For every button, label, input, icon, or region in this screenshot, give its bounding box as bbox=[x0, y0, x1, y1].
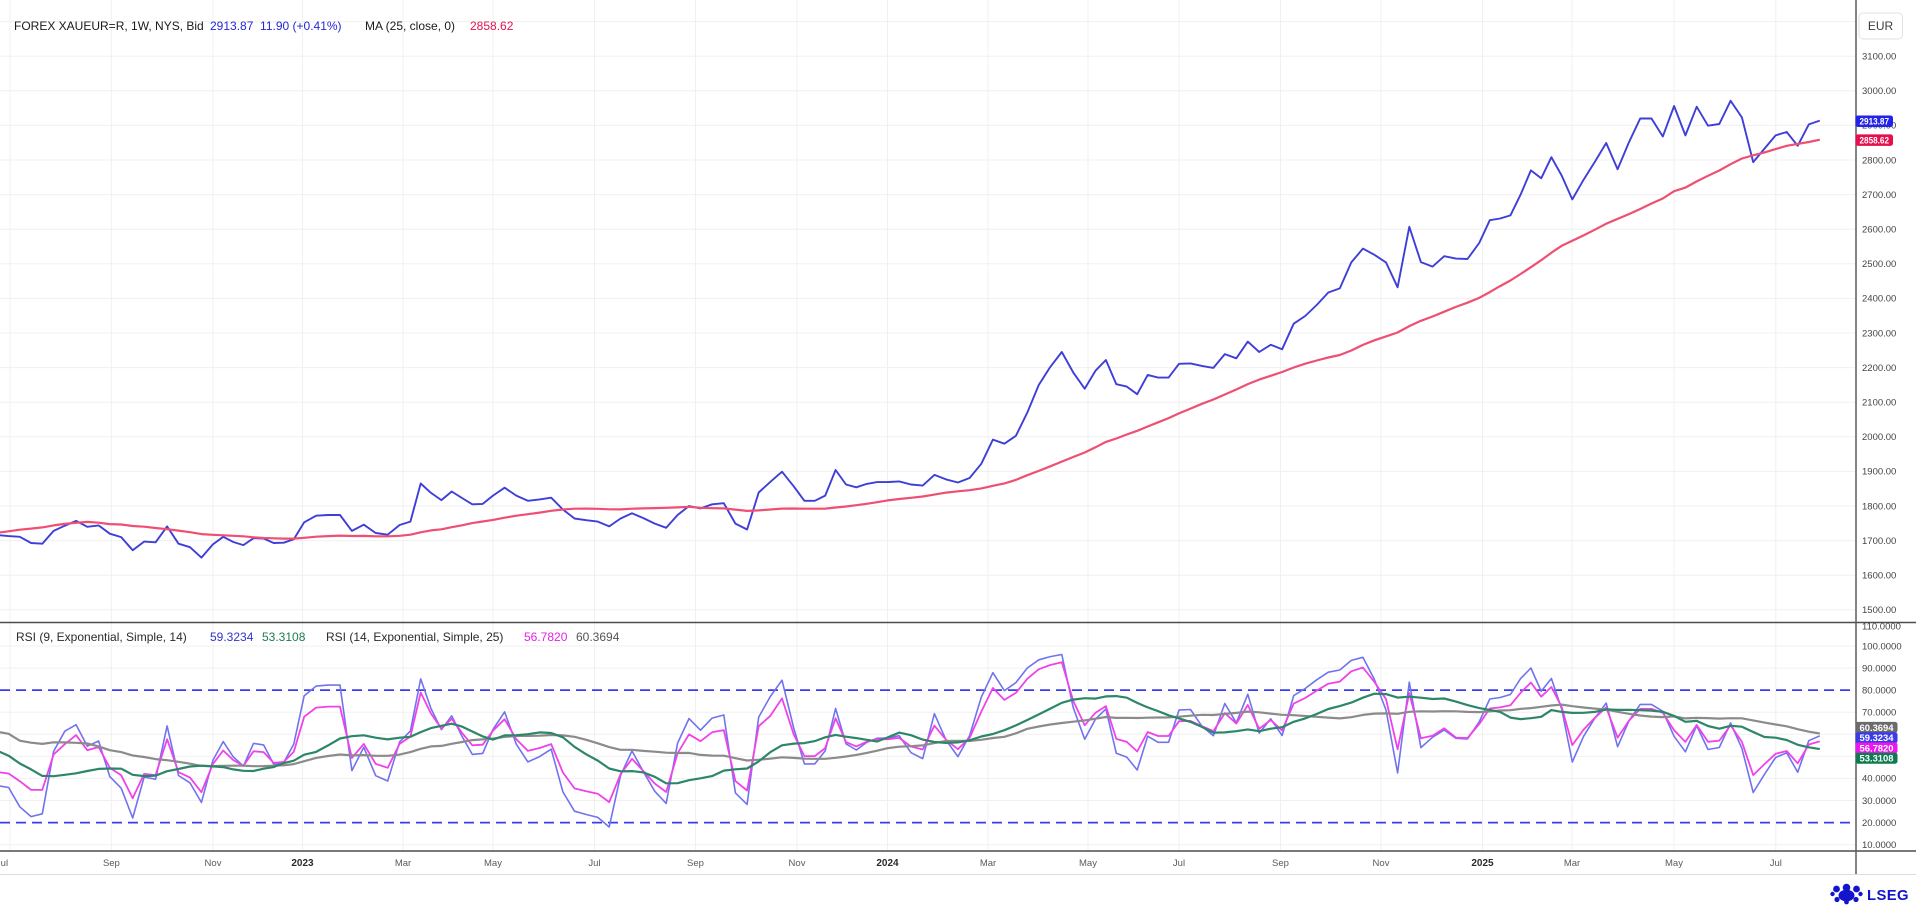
svg-text:110.0000: 110.0000 bbox=[1862, 621, 1901, 632]
svg-text:Jul: Jul bbox=[1770, 858, 1782, 869]
svg-text:1600.00: 1600.00 bbox=[1862, 571, 1896, 582]
svg-text:53.3108: 53.3108 bbox=[262, 630, 306, 644]
svg-text:Mar: Mar bbox=[1564, 858, 1580, 869]
svg-text:1800.00: 1800.00 bbox=[1862, 501, 1896, 512]
svg-text:Nov: Nov bbox=[789, 858, 806, 869]
svg-text:2000.00: 2000.00 bbox=[1862, 432, 1896, 443]
svg-text:2858.62: 2858.62 bbox=[470, 19, 514, 33]
svg-text:100.0000: 100.0000 bbox=[1862, 641, 1902, 652]
svg-text:2100.00: 2100.00 bbox=[1862, 398, 1896, 409]
svg-text:2913.87: 2913.87 bbox=[1860, 117, 1890, 127]
svg-text:53.3108: 53.3108 bbox=[1860, 754, 1894, 764]
svg-text:Jul: Jul bbox=[1173, 858, 1185, 869]
svg-text:2600.00: 2600.00 bbox=[1862, 225, 1896, 236]
svg-text:3100.00: 3100.00 bbox=[1862, 52, 1896, 63]
svg-text:May: May bbox=[1665, 858, 1683, 869]
svg-text:20.0000: 20.0000 bbox=[1862, 818, 1896, 829]
svg-text:EUR: EUR bbox=[1868, 19, 1894, 33]
svg-text:2913.87 11.90 (+0.41%): 2913.87 11.90 (+0.41%) bbox=[210, 19, 342, 33]
svg-text:2300.00: 2300.00 bbox=[1862, 328, 1896, 339]
svg-text:Nov: Nov bbox=[1373, 858, 1390, 869]
svg-text:Nov: Nov bbox=[205, 858, 222, 869]
svg-text:RSI (9, Exponential, Simple, 1: RSI (9, Exponential, Simple, 14) bbox=[16, 630, 187, 644]
svg-text:FOREX XAUEUR=R, 1W, NYS, Bid: FOREX XAUEUR=R, 1W, NYS, Bid bbox=[14, 19, 204, 33]
svg-text:2858.62: 2858.62 bbox=[1860, 136, 1890, 146]
svg-text:2400.00: 2400.00 bbox=[1862, 294, 1896, 305]
svg-text:Mar: Mar bbox=[395, 858, 411, 869]
svg-text:MA (25, close, 0): MA (25, close, 0) bbox=[365, 19, 455, 33]
svg-text:2800.00: 2800.00 bbox=[1862, 155, 1896, 166]
svg-text:Sep: Sep bbox=[1272, 858, 1289, 869]
svg-text:Jul: Jul bbox=[588, 858, 600, 869]
svg-text:May: May bbox=[1079, 858, 1097, 869]
svg-text:Sep: Sep bbox=[103, 858, 120, 869]
svg-text:1700.00: 1700.00 bbox=[1862, 536, 1896, 547]
svg-text:LSEG: LSEG bbox=[1867, 888, 1909, 904]
svg-text:56.7820: 56.7820 bbox=[524, 630, 568, 644]
svg-text:59.3234: 59.3234 bbox=[210, 630, 254, 644]
svg-text:Jul: Jul bbox=[0, 858, 8, 869]
svg-text:60.3694: 60.3694 bbox=[1860, 723, 1894, 733]
svg-text:10.0000: 10.0000 bbox=[1862, 840, 1896, 851]
svg-text:Mar: Mar bbox=[980, 858, 996, 869]
svg-text:90.0000: 90.0000 bbox=[1862, 663, 1896, 674]
svg-text:2024: 2024 bbox=[876, 858, 899, 869]
svg-text:1500.00: 1500.00 bbox=[1862, 605, 1896, 616]
svg-text:70.0000: 70.0000 bbox=[1862, 708, 1896, 719]
svg-text:40.0000: 40.0000 bbox=[1862, 774, 1896, 785]
svg-text:60.3694: 60.3694 bbox=[576, 630, 620, 644]
svg-text:56.7820: 56.7820 bbox=[1860, 743, 1894, 753]
svg-text:Sep: Sep bbox=[687, 858, 704, 869]
svg-text:2700.00: 2700.00 bbox=[1862, 190, 1896, 201]
svg-text:30.0000: 30.0000 bbox=[1862, 796, 1896, 807]
svg-text:2200.00: 2200.00 bbox=[1862, 363, 1896, 374]
svg-text:May: May bbox=[484, 858, 502, 869]
svg-text:1900.00: 1900.00 bbox=[1862, 467, 1896, 478]
svg-text:59.3234: 59.3234 bbox=[1860, 733, 1894, 743]
svg-text:3000.00: 3000.00 bbox=[1862, 86, 1896, 97]
svg-text:2025: 2025 bbox=[1471, 858, 1494, 869]
svg-text:2500.00: 2500.00 bbox=[1862, 259, 1896, 270]
svg-text:2023: 2023 bbox=[291, 858, 314, 869]
svg-text:80.0000: 80.0000 bbox=[1862, 685, 1896, 696]
svg-text:RSI (14, Exponential, Simple,: RSI (14, Exponential, Simple, 25) bbox=[326, 630, 503, 644]
